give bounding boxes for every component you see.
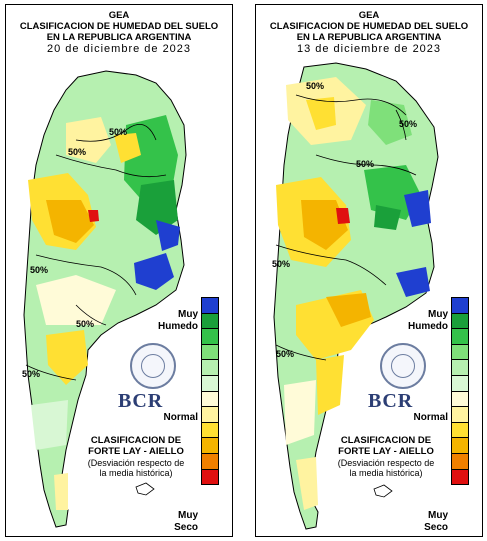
scale-label-very-dry-1: Muy: [178, 510, 198, 521]
org-label: GEA: [358, 10, 380, 21]
map-title-line1: CLASIFICACION DE HUMEDAD DEL SUELO: [19, 21, 219, 32]
classification-title-1: CLASIFICACION DE: [90, 435, 182, 446]
very-wet-zone: [134, 253, 174, 290]
isoline-label: 50%: [356, 159, 374, 169]
map-title-line2: EN LA REPUBLICA ARGENTINA: [46, 32, 192, 43]
dry-zone: [46, 200, 94, 243]
scale-cell: [201, 312, 219, 329]
isoline-label: 50%: [109, 127, 127, 137]
bcr-seal-logo: [130, 343, 176, 389]
isoline-label: 50%: [68, 147, 86, 157]
scale-cell: [201, 343, 219, 360]
scale-cell: [451, 421, 469, 438]
scale-cell: [451, 297, 469, 313]
map-title-line2: EN LA REPUBLICA ARGENTINA: [296, 32, 442, 43]
scale-label-normal: Normal: [163, 412, 198, 423]
malvinas-islands: [373, 484, 393, 498]
scale-label-very-wet-2: Humedo: [158, 321, 198, 332]
scale-cell: [201, 421, 219, 438]
scale-cell: [201, 328, 219, 344]
bcr-logo-text: BCR: [118, 390, 164, 412]
scale-cell: [201, 406, 219, 422]
malvinas-islands: [135, 482, 155, 496]
neutral-zone: [31, 400, 68, 450]
classification-title-2: FORTE LAY - AIELLO: [338, 446, 434, 457]
wet-zone: [368, 100, 412, 145]
scale-cell: [451, 328, 469, 344]
scale-cell: [451, 312, 469, 329]
dry-zone: [316, 355, 344, 415]
scale-cell: [451, 359, 469, 375]
isoline-label: 50%: [272, 259, 290, 269]
neutral-zone: [36, 275, 116, 325]
classification-sub-1: (Desviación respecto de: [87, 458, 185, 468]
dry-zone: [306, 97, 336, 130]
scale-label-very-wet-1: Muy: [428, 309, 448, 320]
bcr-seal-logo: [380, 343, 426, 389]
very-wet-zone: [404, 190, 431, 227]
scale-cell: [451, 452, 469, 469]
dry-zone: [301, 200, 348, 250]
isoline-label: 50%: [76, 319, 94, 329]
classification-title-2: FORTE LAY - AIELLO: [88, 446, 184, 457]
wet-zone: [156, 220, 180, 251]
isoline-label: 50%: [399, 119, 417, 129]
scale-label-very-wet-2: Humedo: [408, 321, 448, 332]
wet-zone: [136, 180, 178, 235]
scale-cell: [201, 359, 219, 375]
isoline-label: 50%: [306, 81, 324, 91]
scale-label-very-dry-1: Muy: [428, 510, 448, 521]
scale-cell: [451, 343, 469, 360]
bcr-logo-text: BCR: [368, 390, 414, 412]
moisture-scale: [201, 297, 219, 486]
isoline-label: 50%: [276, 349, 294, 359]
scale-label-very-wet-1: Muy: [178, 309, 198, 320]
scale-cell: [201, 468, 219, 486]
scale-cell: [451, 406, 469, 422]
org-label: GEA: [108, 10, 130, 21]
very-dry-spot: [88, 210, 99, 222]
very-dry-spot: [336, 208, 350, 224]
scale-cell: [201, 390, 219, 407]
map-date: 20 de diciembre de 2023: [46, 43, 192, 55]
dry-zone: [54, 473, 68, 510]
classification-sub-2: la media histórica): [349, 468, 423, 478]
scale-cell: [451, 437, 469, 453]
scale-cell: [451, 468, 469, 486]
soil-moisture-map-left: GEA CLASIFICACION DE HUMEDAD DEL SUELO E…: [5, 4, 233, 537]
wet-zone: [374, 205, 401, 230]
isoline-label: 50%: [30, 265, 48, 275]
dry-zone: [326, 293, 371, 327]
soil-moisture-map-right: GEA CLASIFICACION DE HUMEDAD DEL SUELO E…: [255, 4, 483, 537]
argentina-map: 50% 50% 50% 50% 50%: [22, 70, 187, 528]
scale-cell: [201, 437, 219, 453]
isoline-label: 50%: [22, 369, 40, 379]
scale-cell: [451, 374, 469, 391]
scale-cell: [201, 297, 219, 313]
neutral-zone: [284, 380, 316, 445]
map-date: 13 de diciembre de 2023: [296, 43, 442, 55]
classification-title-1: CLASIFICACION DE: [340, 435, 432, 446]
scale-label-very-dry-2: Seco: [174, 522, 198, 533]
scale-cell: [451, 390, 469, 407]
argentina-map: 50% 50% 50% 50% 50%: [272, 62, 439, 530]
scale-cell: [201, 374, 219, 391]
scale-label-very-dry-2: Seco: [424, 522, 448, 533]
map-title-line1: CLASIFICACION DE HUMEDAD DEL SUELO: [269, 21, 469, 32]
dry-zone: [114, 133, 141, 163]
dry-zone: [296, 457, 318, 510]
dry-zone: [66, 117, 111, 163]
scale-label-normal: Normal: [413, 412, 448, 423]
dry-zone: [46, 330, 88, 385]
moisture-scale: [451, 297, 469, 486]
scale-cell: [201, 452, 219, 469]
very-wet-zone: [396, 267, 430, 297]
classification-sub-1: (Desviación respecto de: [337, 458, 435, 468]
classification-sub-2: la media histórica): [99, 468, 173, 478]
